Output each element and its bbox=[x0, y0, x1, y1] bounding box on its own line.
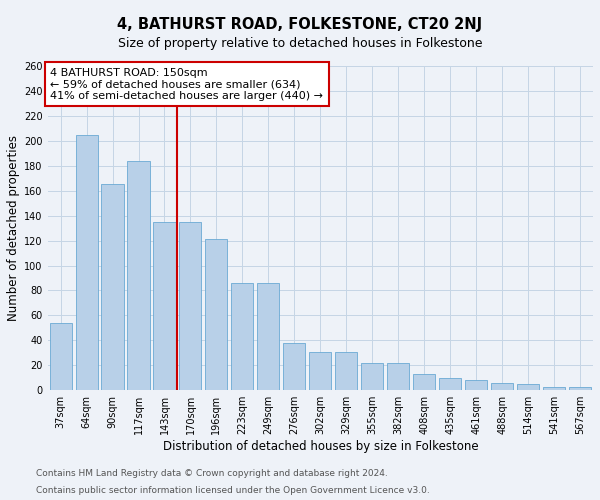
Text: Contains HM Land Registry data © Crown copyright and database right 2024.: Contains HM Land Registry data © Crown c… bbox=[36, 468, 388, 477]
Bar bbox=[309, 352, 331, 391]
Bar bbox=[154, 222, 176, 390]
Text: Contains public sector information licensed under the Open Government Licence v3: Contains public sector information licen… bbox=[36, 486, 430, 495]
Bar bbox=[361, 363, 383, 390]
Bar bbox=[179, 222, 202, 390]
Bar bbox=[76, 134, 98, 390]
Bar bbox=[543, 386, 565, 390]
Bar bbox=[335, 352, 358, 391]
Bar bbox=[491, 383, 513, 390]
Bar bbox=[283, 343, 305, 390]
Y-axis label: Number of detached properties: Number of detached properties bbox=[7, 135, 20, 321]
Bar bbox=[413, 374, 435, 390]
Text: Size of property relative to detached houses in Folkestone: Size of property relative to detached ho… bbox=[118, 38, 482, 51]
Text: 4 BATHURST ROAD: 150sqm
← 59% of detached houses are smaller (634)
41% of semi-d: 4 BATHURST ROAD: 150sqm ← 59% of detache… bbox=[50, 68, 323, 101]
Bar bbox=[232, 283, 253, 391]
Bar bbox=[465, 380, 487, 390]
Bar bbox=[101, 184, 124, 390]
X-axis label: Distribution of detached houses by size in Folkestone: Distribution of detached houses by size … bbox=[163, 440, 478, 453]
Bar bbox=[127, 160, 149, 390]
Bar bbox=[517, 384, 539, 390]
Bar bbox=[205, 240, 227, 390]
Bar bbox=[50, 323, 71, 390]
Bar bbox=[439, 378, 461, 390]
Bar bbox=[387, 363, 409, 390]
Text: 4, BATHURST ROAD, FOLKESTONE, CT20 2NJ: 4, BATHURST ROAD, FOLKESTONE, CT20 2NJ bbox=[118, 18, 482, 32]
Bar bbox=[257, 283, 280, 391]
Bar bbox=[569, 386, 591, 390]
